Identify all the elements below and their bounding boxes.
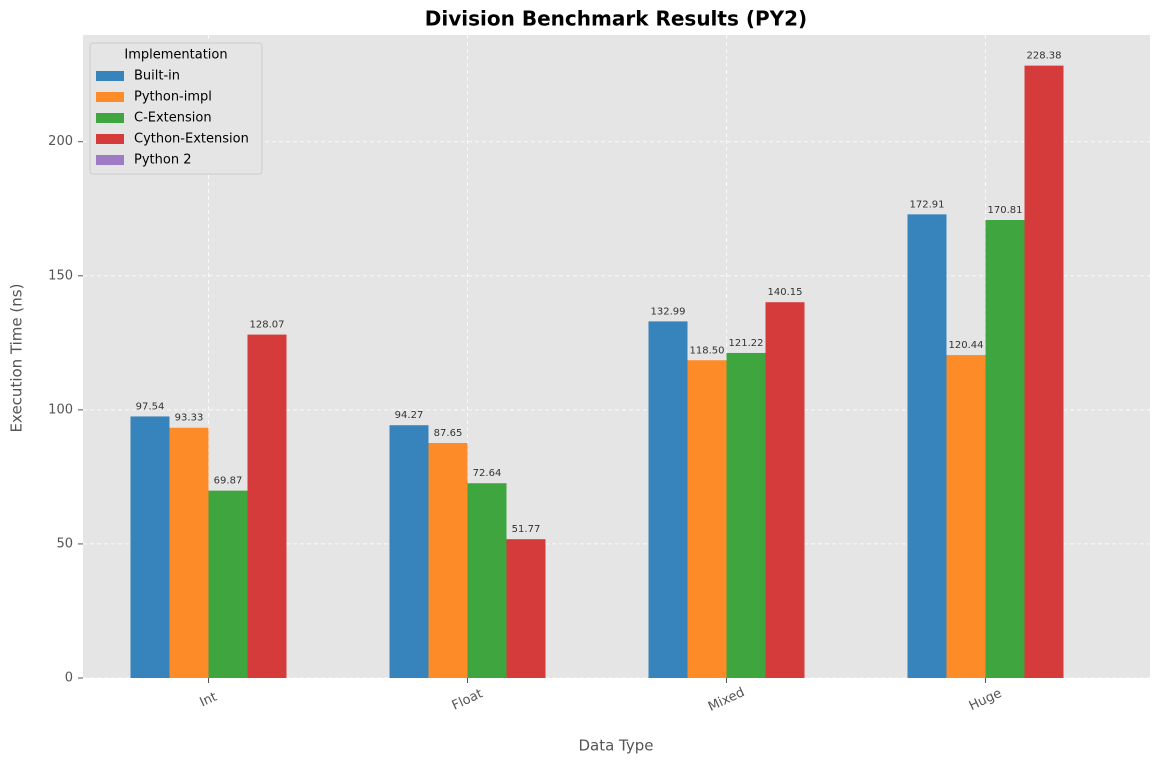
bar: [247, 334, 287, 678]
value-label: 128.07: [250, 320, 285, 331]
value-label: 118.50: [690, 345, 725, 356]
bar: [687, 360, 727, 678]
bar: [467, 483, 507, 678]
bar: [985, 219, 1025, 678]
x-tick-label: Mixed: [706, 685, 747, 715]
value-label: 170.81: [988, 205, 1023, 216]
legend-swatch: [96, 134, 124, 144]
value-label: 228.38: [1027, 51, 1062, 62]
value-label: 140.15: [768, 287, 803, 298]
value-label: 87.65: [434, 428, 463, 439]
value-label: 172.91: [910, 199, 945, 210]
x-tick-label: Float: [450, 686, 485, 713]
value-label: 97.54: [136, 401, 165, 412]
legend-label: C-Extension: [134, 111, 212, 126]
value-label: 120.44: [949, 340, 984, 351]
bar: [1024, 65, 1064, 679]
legend: Implementation Built-in Python-impl C-Exten…: [89, 42, 263, 175]
value-label: 69.87: [214, 476, 243, 487]
bar: [428, 442, 468, 678]
value-label: 51.77: [512, 524, 541, 535]
legend-label: Python 2: [134, 153, 191, 168]
bar: [946, 355, 986, 678]
value-label: 93.33: [175, 413, 204, 424]
y-tick-label: 50: [56, 536, 73, 551]
legend-swatch: [96, 71, 124, 81]
legend-label: Cython-Extension: [134, 132, 249, 147]
legend-title: Implementation: [124, 48, 227, 63]
bar: [506, 539, 546, 678]
y-tick-label: 150: [48, 268, 73, 283]
bar: [726, 352, 766, 678]
y-tick-label: 200: [48, 134, 73, 149]
bar: [765, 302, 805, 678]
chart-title: Division Benchmark Results (PY2): [425, 7, 807, 31]
value-label: 121.22: [729, 338, 764, 349]
value-label: 94.27: [395, 410, 424, 421]
bar: [130, 416, 170, 678]
y-tick-label: 0: [65, 671, 73, 686]
bar: [648, 321, 688, 678]
x-axis-label: Data Type: [578, 737, 653, 755]
bar: [389, 425, 429, 678]
bar: [169, 427, 209, 678]
legend-label: Python-impl: [134, 90, 212, 105]
value-label: 72.64: [473, 468, 502, 479]
y-tick-label: 100: [48, 402, 73, 417]
value-label: 132.99: [651, 306, 686, 317]
legend-box: [89, 42, 263, 175]
y-axis-label: Execution Time (ns): [8, 284, 26, 433]
x-tick-label: Huge: [967, 686, 1004, 714]
legend-swatch: [96, 113, 124, 123]
bar: [907, 214, 947, 678]
legend-label: Built-in: [134, 69, 180, 84]
legend-swatch: [96, 155, 124, 165]
legend-swatch: [96, 92, 124, 102]
x-tick-label: Int: [198, 690, 220, 711]
bar: [208, 490, 248, 678]
